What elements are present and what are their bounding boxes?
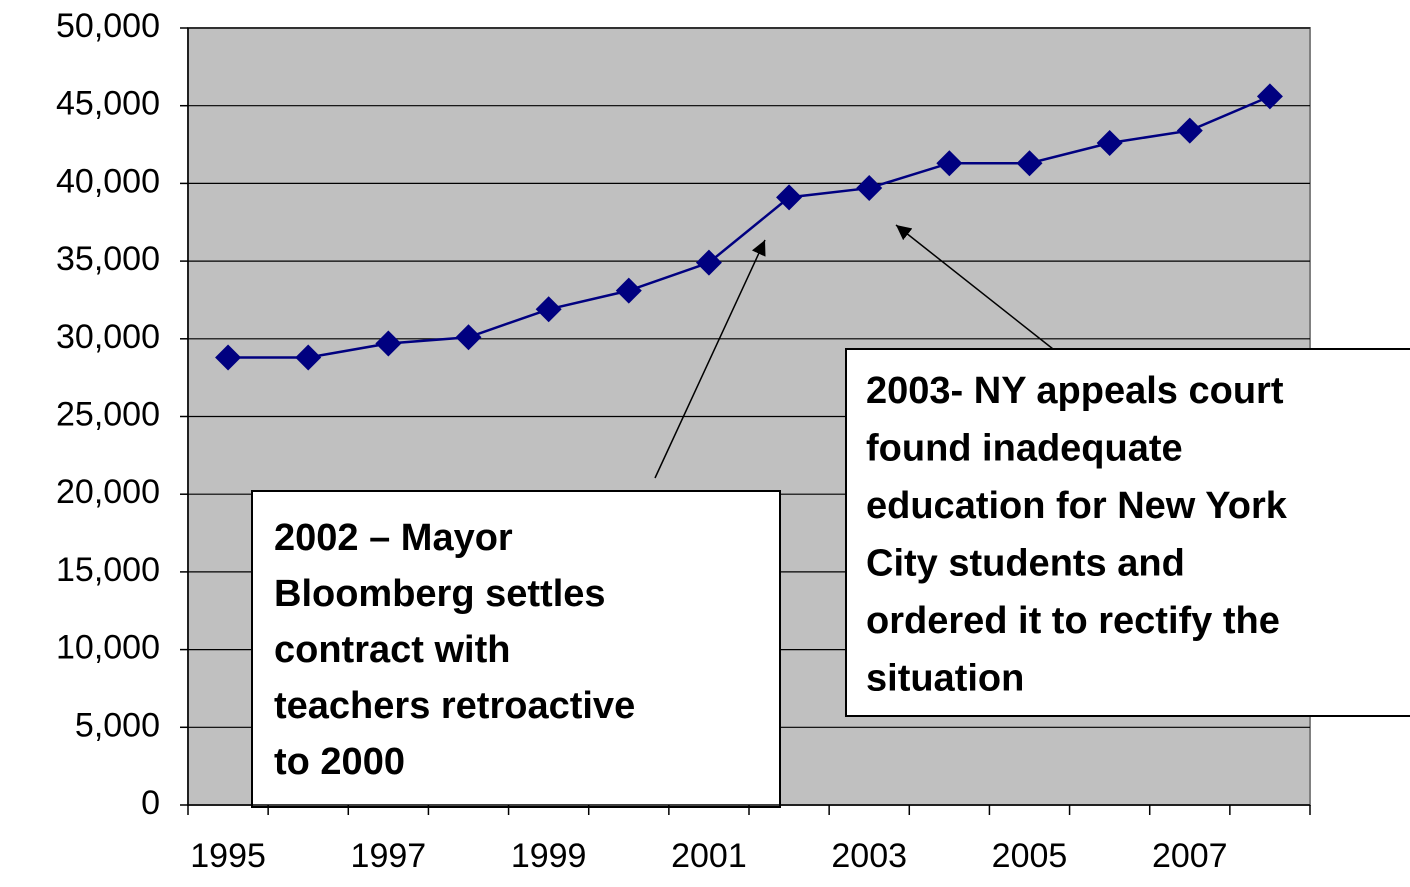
x-tick-label: 2001 bbox=[671, 837, 747, 875]
data-point bbox=[375, 330, 402, 357]
annotation-text: 2003- NY appeals court bbox=[866, 370, 1284, 412]
data-point bbox=[856, 175, 883, 202]
annotation-text: education for New York bbox=[866, 485, 1288, 527]
x-tick-label: 1999 bbox=[511, 837, 587, 875]
annotation-text: to 2000 bbox=[274, 741, 405, 783]
data-point bbox=[295, 344, 322, 371]
y-tick-label: 35,000 bbox=[56, 240, 160, 278]
y-tick-label: 20,000 bbox=[56, 473, 160, 511]
data-point bbox=[455, 324, 482, 351]
annotation-arrow bbox=[654, 239, 766, 479]
data-point bbox=[215, 344, 242, 371]
x-tick-label: 1997 bbox=[351, 837, 427, 875]
annotation-arrow bbox=[895, 224, 1054, 350]
annotation-text: ordered it to rectify the bbox=[866, 600, 1280, 642]
y-tick-label: 0 bbox=[141, 784, 160, 822]
data-point bbox=[1096, 129, 1123, 156]
x-tick-label: 2005 bbox=[992, 837, 1068, 875]
x-tick-label: 2003 bbox=[831, 837, 907, 875]
y-tick-label: 50,000 bbox=[56, 7, 160, 45]
y-tick-label: 45,000 bbox=[56, 85, 160, 123]
annotation-text: City students and bbox=[866, 543, 1185, 585]
annotation-text: teachers retroactive bbox=[274, 685, 635, 727]
y-tick-label: 40,000 bbox=[56, 162, 160, 200]
series-line bbox=[228, 95, 1271, 359]
x-tick-label: 1995 bbox=[190, 837, 266, 875]
data-point bbox=[1176, 117, 1203, 144]
annotation-text: Bloomberg settles bbox=[274, 573, 606, 615]
data-point bbox=[1016, 150, 1043, 177]
y-tick-label: 5,000 bbox=[75, 706, 160, 744]
y-tick-label: 15,000 bbox=[56, 551, 160, 589]
data-point bbox=[1256, 83, 1283, 110]
y-tick-label: 10,000 bbox=[56, 629, 160, 667]
y-tick-label: 25,000 bbox=[56, 395, 160, 433]
annotation-text: 2002 – Mayor bbox=[274, 517, 513, 559]
x-tick-label: 2007 bbox=[1152, 837, 1228, 875]
data-point bbox=[776, 184, 803, 211]
annotation-box bbox=[845, 348, 1410, 717]
data-point bbox=[936, 150, 963, 177]
annotation-box bbox=[251, 490, 781, 808]
data-point bbox=[615, 277, 642, 304]
annotation-text: contract with bbox=[274, 629, 510, 671]
y-tick-label: 30,000 bbox=[56, 318, 160, 356]
data-point bbox=[695, 249, 722, 276]
data-point bbox=[535, 296, 562, 323]
annotation-text: found inadequate bbox=[866, 428, 1183, 470]
annotation-text: situation bbox=[866, 658, 1024, 700]
